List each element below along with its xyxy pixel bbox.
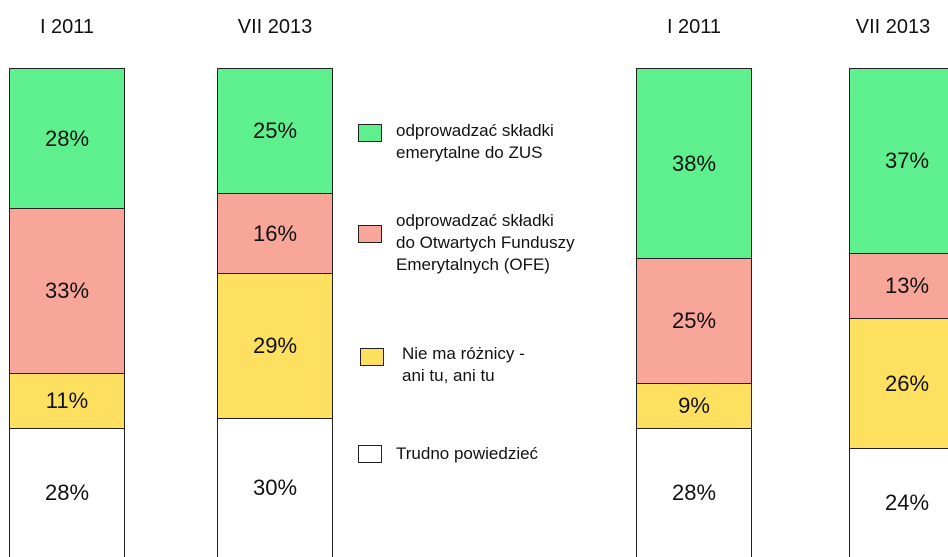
legend-swatch [360,348,384,366]
data-label: 9% [678,393,710,418]
bar-segment: 30% [217,418,333,557]
bar-segment: 11% [9,373,125,429]
bar-segment: 29% [217,273,333,419]
bar-segment: 16% [217,193,333,274]
category-label: VII 2013 [237,16,313,38]
data-label: 28% [671,480,717,505]
bar-segment: 28% [9,68,125,209]
data-label: 38% [671,150,717,176]
legend-label: odprowadzać składki emerytalne do ZUS [396,121,554,162]
bar-segment: 37% [849,68,948,254]
data-label: 28% [44,125,90,151]
legend-swatch [358,124,382,142]
data-label: 29% [252,333,298,358]
legend-label: odprowadzać składki do Otwartych Fundusz… [396,211,575,274]
legend-swatch [358,225,382,243]
bar-segment: 26% [849,318,948,449]
data-label: 25% [252,118,298,143]
data-label: 24% [884,490,930,515]
data-label: 37% [884,148,930,173]
data-label: 30% [252,475,298,500]
data-label: 26% [884,370,930,396]
data-label: 25% [671,308,717,333]
category-label: VII 2013 [855,16,931,38]
data-label: 16% [252,220,298,246]
bar-segment: 25% [636,258,752,384]
bar-segment: 25% [217,68,333,194]
data-label: 13% [884,273,930,298]
legend-label: Trudno powiedzieć [396,444,539,463]
legend-swatch [358,445,382,463]
data-label: 11% [45,388,89,413]
data-label: 33% [44,278,90,303]
data-label: 28% [44,480,90,505]
bar-segment: 38% [636,68,752,259]
bar-segment: 28% [636,428,752,557]
bar-segment: 13% [849,253,948,319]
category-label: I 2011 [666,16,722,38]
bar-segment: 33% [9,208,125,374]
bar-segment: 28% [9,428,125,557]
legend-label: Nie ma różnicy - ani tu, ani tu [402,344,525,385]
bar-segment: 9% [636,383,752,429]
bar-segment: 24% [849,448,948,557]
category-label: I 2011 [39,16,95,38]
